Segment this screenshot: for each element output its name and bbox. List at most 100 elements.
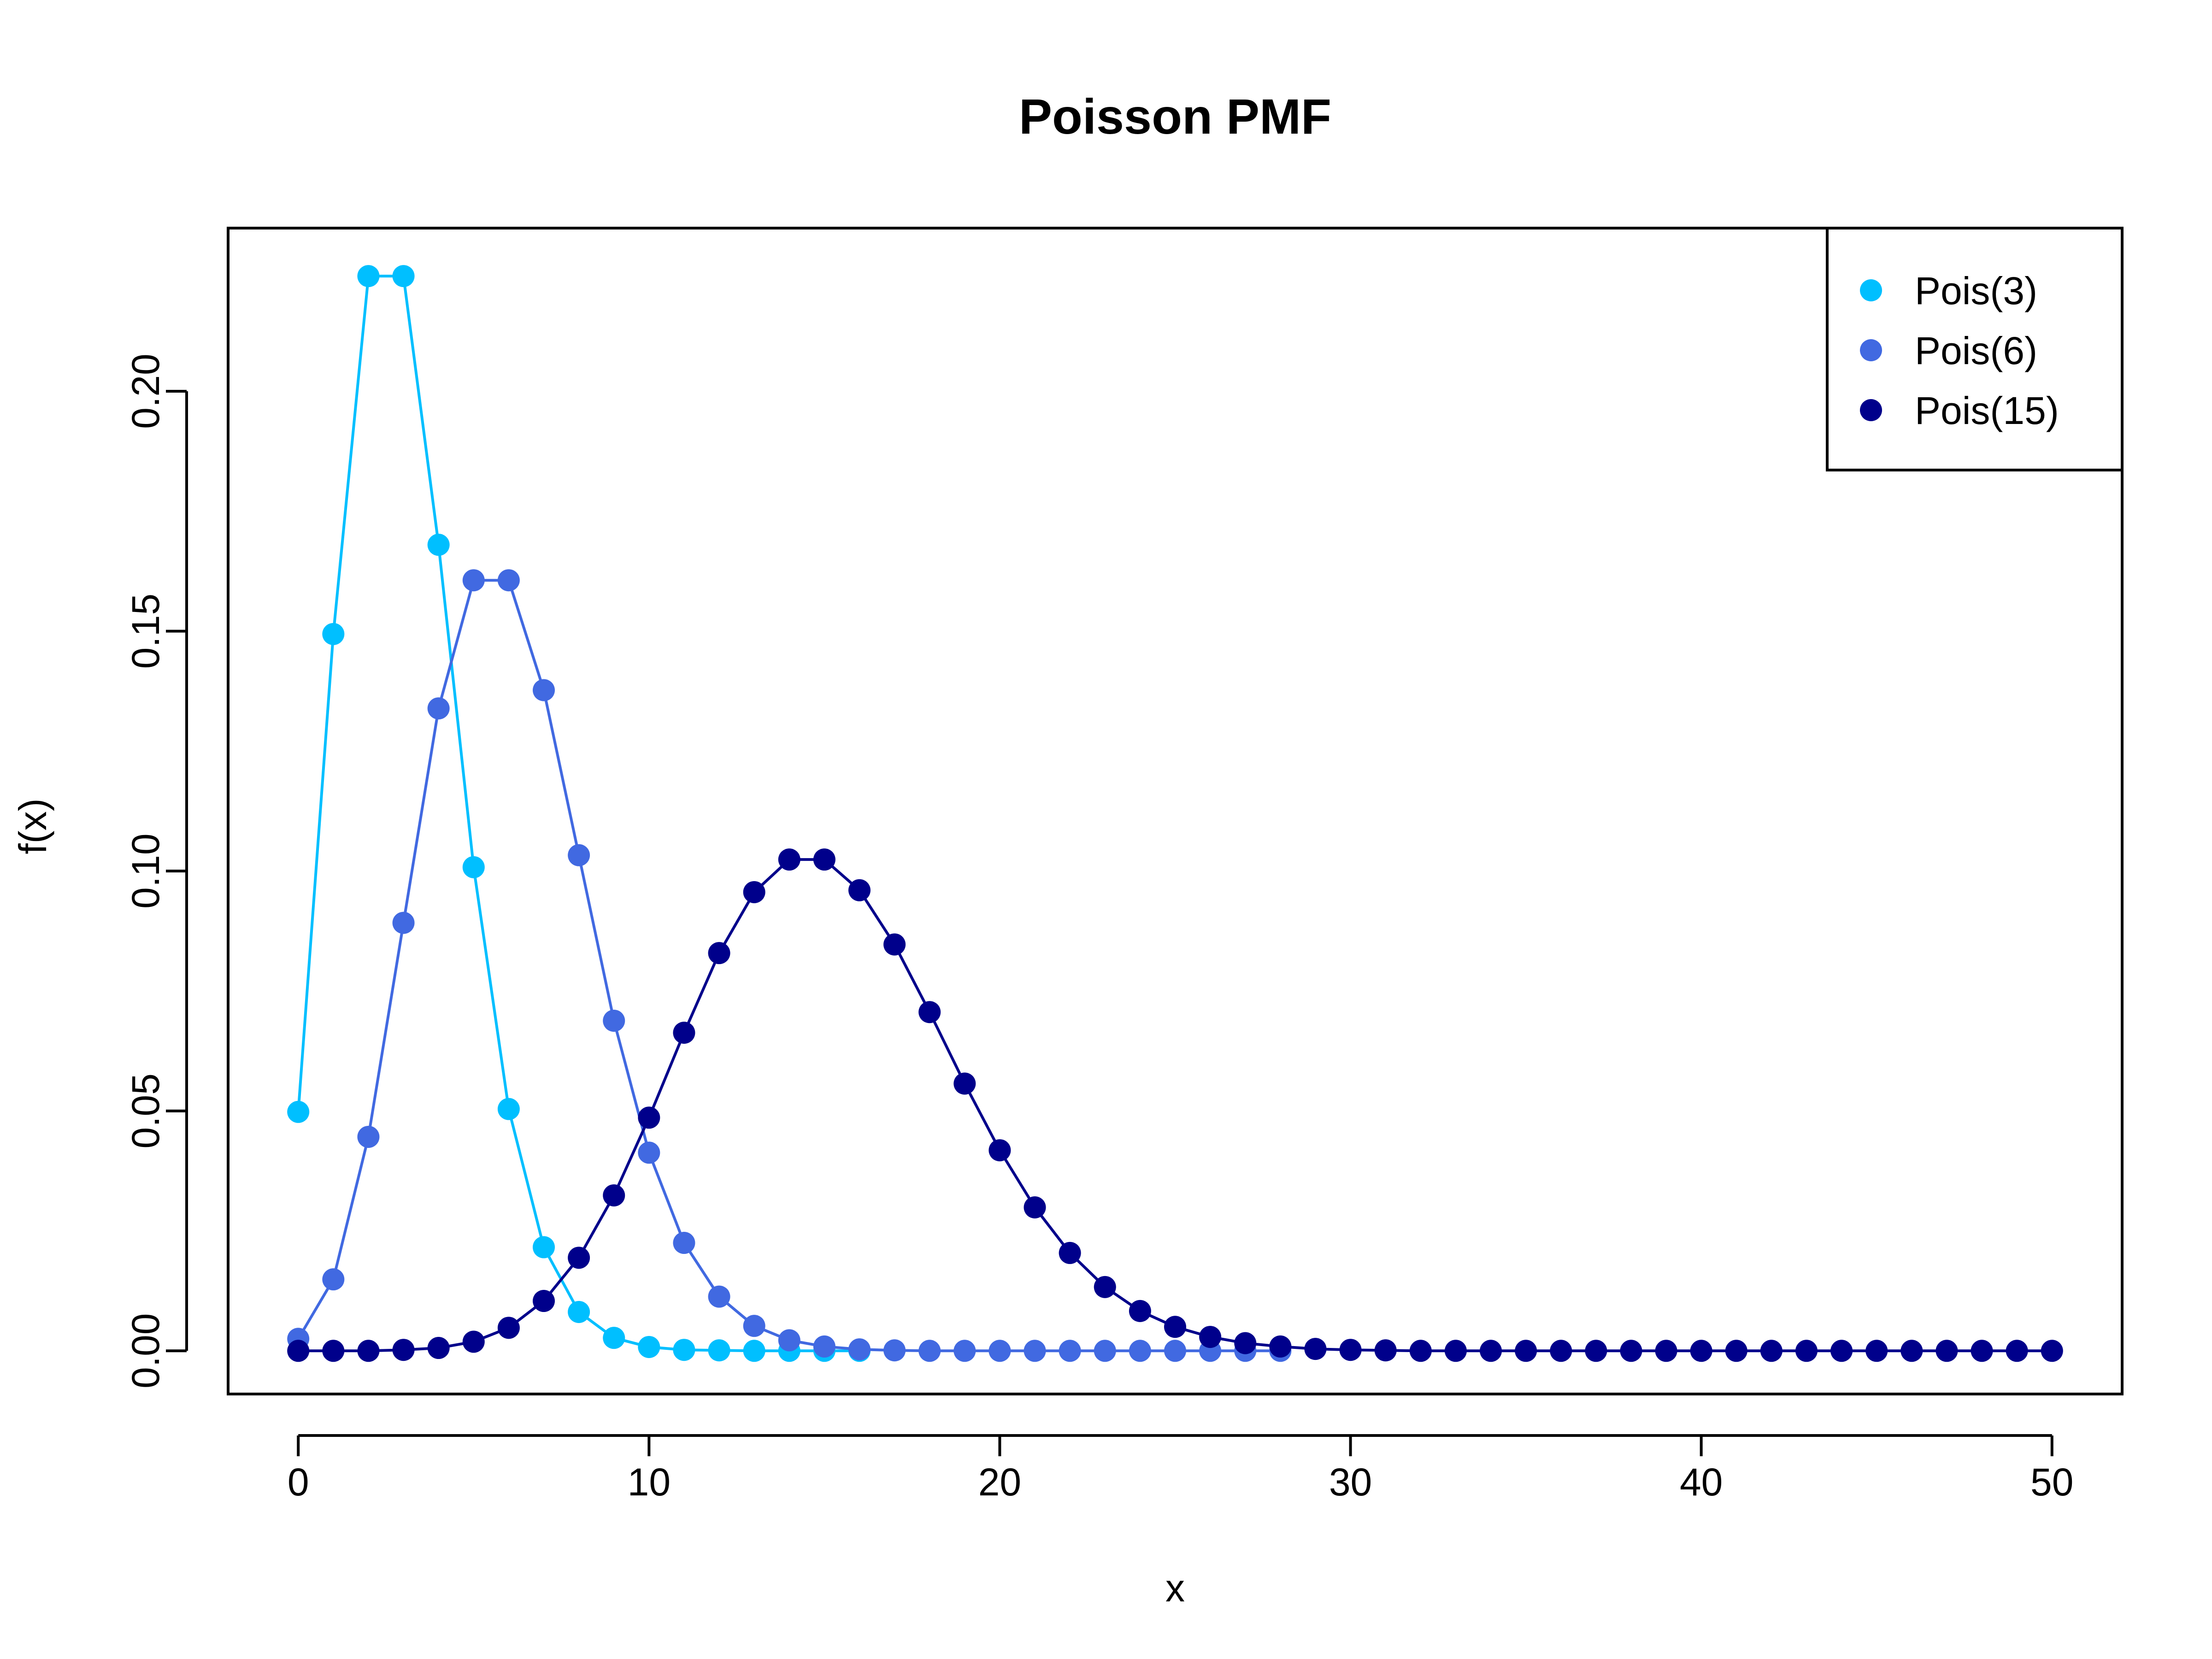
data-point [533, 1236, 555, 1259]
data-point [1830, 1340, 1853, 1362]
data-point [708, 942, 730, 965]
data-point [1936, 1340, 1958, 1362]
data-point [2006, 1340, 2028, 1362]
y-tick-label: 0.10 [124, 833, 167, 909]
data-point [287, 1340, 310, 1362]
data-point [1234, 1332, 1257, 1354]
data-point [1620, 1340, 1642, 1362]
data-point [1444, 1340, 1467, 1362]
data-point [1760, 1340, 1783, 1362]
data-point [638, 1141, 660, 1164]
data-point [1059, 1340, 1081, 1362]
data-point [497, 1098, 520, 1120]
data-point [1304, 1338, 1327, 1360]
data-point [1164, 1316, 1186, 1338]
data-point [1199, 1326, 1222, 1348]
plot-frame [227, 227, 2124, 1395]
x-tick-label: 0 [288, 1460, 309, 1504]
data-point [1409, 1340, 1432, 1362]
legend: Pois(3) Pois(6) Pois(15) [1826, 227, 2124, 471]
data-point [778, 848, 800, 871]
data-point [673, 1232, 695, 1254]
data-point [462, 569, 485, 592]
data-point [1971, 1340, 1993, 1362]
data-point [1129, 1300, 1151, 1322]
data-point [918, 1340, 941, 1362]
data-point [743, 1340, 765, 1362]
data-point [568, 1247, 590, 1269]
x-tick-label: 10 [628, 1460, 671, 1504]
x-tick-label: 30 [1329, 1460, 1372, 1504]
data-point [603, 1009, 625, 1032]
y-tick-label: 0.20 [124, 353, 167, 429]
data-point [673, 1022, 695, 1044]
data-point [883, 933, 906, 956]
data-point [392, 912, 415, 934]
data-point [813, 848, 835, 871]
series-3 [287, 848, 2063, 1362]
data-point [357, 1125, 380, 1148]
data-point [988, 1139, 1011, 1162]
data-point [708, 1339, 730, 1362]
data-point [883, 1339, 906, 1362]
data-point [953, 1340, 976, 1362]
x-tick-label: 20 [978, 1460, 1021, 1504]
data-point [1024, 1196, 1046, 1218]
data-point [1655, 1340, 1677, 1362]
y-axis-label: f(x) [11, 798, 54, 854]
legend-label: Pois(15) [1915, 389, 2059, 432]
data-point [1795, 1340, 1818, 1362]
data-point [638, 1106, 660, 1129]
data-point [1515, 1340, 1537, 1362]
data-point [322, 1268, 345, 1291]
data-point [462, 1330, 485, 1353]
legend-label: Pois(6) [1915, 329, 2037, 372]
x-axis-label: x [1165, 1566, 1185, 1610]
data-point [848, 1338, 871, 1361]
data-point [708, 1285, 730, 1308]
data-point [1339, 1339, 1362, 1361]
data-point [848, 879, 871, 901]
data-point [1374, 1339, 1397, 1362]
data-point [778, 1329, 800, 1352]
data-point [953, 1072, 976, 1095]
data-point [1094, 1276, 1116, 1298]
data-point [497, 569, 520, 592]
data-point [462, 856, 485, 878]
data-point [1690, 1340, 1712, 1362]
data-point [813, 1335, 835, 1358]
data-point [1550, 1340, 1572, 1362]
data-point [1164, 1340, 1186, 1362]
data-point [497, 1317, 520, 1339]
data-point [673, 1339, 695, 1361]
data-point [533, 679, 555, 701]
data-point [357, 1340, 380, 1362]
data-point [638, 1335, 660, 1358]
x-tick-label: 40 [1680, 1460, 1723, 1504]
data-point [357, 265, 380, 288]
data-point [427, 1337, 450, 1359]
data-point [1024, 1340, 1046, 1362]
data-point [2041, 1340, 2063, 1362]
data-point [1725, 1340, 1747, 1362]
data-point [1865, 1340, 1888, 1362]
data-point [322, 1340, 345, 1362]
data-point [988, 1340, 1011, 1362]
data-point [743, 881, 765, 903]
data-point [427, 534, 450, 556]
data-point [1269, 1335, 1292, 1358]
data-point [918, 1001, 941, 1024]
data-point [392, 1339, 415, 1361]
axis-ticks: 0 10 20 30 40 50 0.00 0.05 0.10 0.15 0.20 [124, 353, 2073, 1504]
legend-label: Pois(3) [1915, 269, 2037, 312]
data-point [287, 1100, 310, 1123]
data-point [568, 1300, 590, 1323]
data-point [743, 1315, 765, 1337]
data-point [1480, 1340, 1502, 1362]
series-layer [287, 265, 2063, 1362]
data-point [568, 844, 590, 866]
y-tick-label: 0.00 [124, 1313, 167, 1389]
y-tick-label: 0.15 [124, 594, 167, 669]
legend-marker [1860, 279, 1882, 301]
